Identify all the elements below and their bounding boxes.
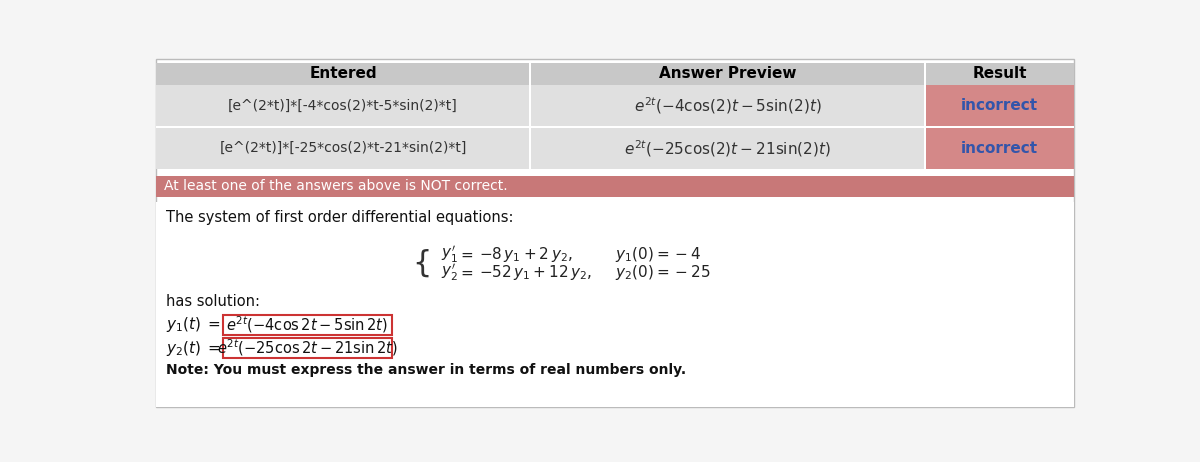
Text: Entered: Entered [310, 67, 377, 81]
Text: $-8\,y_1 + 2\,y_2,$: $-8\,y_1 + 2\,y_2,$ [479, 244, 574, 264]
Bar [156, 202, 1074, 407]
Text: $y_1(0) = -4$: $y_1(0) = -4$ [616, 244, 702, 264]
Text: The system of first order differential equations:: The system of first order differential e… [166, 210, 514, 225]
Bar [156, 85, 529, 127]
Bar [925, 63, 1074, 85]
Bar [223, 315, 392, 335]
Text: $\left\{\ \right.$: $\left\{\ \right.$ [413, 248, 430, 279]
Bar [529, 63, 530, 170]
Text: $y_2'$: $y_2'$ [440, 262, 457, 283]
Text: $e^{2t}(-25\cos(2)t - 21\sin(2)t)$: $e^{2t}(-25\cos(2)t - 21\sin(2)t)$ [624, 138, 830, 158]
Bar [925, 127, 1074, 170]
Bar [529, 127, 925, 170]
Text: $y_2(t)\;=$: $y_2(t)\;=$ [166, 339, 221, 358]
Text: $y_1(t)\;=$: $y_1(t)\;=$ [166, 316, 221, 334]
Text: Note: You must express the answer in terms of real numbers only.: Note: You must express the answer in ter… [166, 363, 685, 377]
Text: [e^(2*t)]*[-4*cos(2)*t-5*sin(2)*t]: [e^(2*t)]*[-4*cos(2)*t-5*sin(2)*t] [228, 99, 458, 113]
Bar [529, 85, 925, 127]
Bar [156, 127, 529, 170]
Text: $e^{2t}(-4\cos(2)t - 5\sin(2)t)$: $e^{2t}(-4\cos(2)t - 5\sin(2)t)$ [634, 96, 821, 116]
Text: At least one of the answers above is NOT correct.: At least one of the answers above is NOT… [164, 179, 508, 193]
Text: [e^(2*t)]*[-25*cos(2)*t-21*sin(2)*t]: [e^(2*t)]*[-25*cos(2)*t-21*sin(2)*t] [220, 141, 467, 155]
Bar [223, 338, 392, 358]
Bar [156, 63, 529, 85]
Bar [924, 63, 925, 170]
Text: $y_1'$: $y_1'$ [440, 243, 457, 265]
Text: has solution:: has solution: [166, 294, 259, 310]
Text: $=$: $=$ [458, 265, 474, 280]
Text: $y_2(0) = -25$: $y_2(0) = -25$ [616, 263, 710, 282]
Bar [529, 63, 925, 85]
Text: Result: Result [972, 67, 1027, 81]
Text: $-52\,y_1 + 12\,y_2,$: $-52\,y_1 + 12\,y_2,$ [479, 263, 593, 282]
Bar [156, 126, 1074, 128]
Text: $e^{2t}(-25\cos 2t - 21\sin 2t)$: $e^{2t}(-25\cos 2t - 21\sin 2t)$ [217, 338, 397, 359]
Text: incorrect: incorrect [961, 98, 1038, 113]
Text: $=$: $=$ [458, 247, 474, 261]
Text: incorrect: incorrect [961, 141, 1038, 156]
Bar [925, 85, 1074, 127]
Text: Answer Preview: Answer Preview [659, 67, 796, 81]
Text: $e^{2t}(-4\cos 2t - 5\sin 2t)$: $e^{2t}(-4\cos 2t - 5\sin 2t)$ [227, 315, 389, 335]
Bar [156, 176, 1074, 197]
